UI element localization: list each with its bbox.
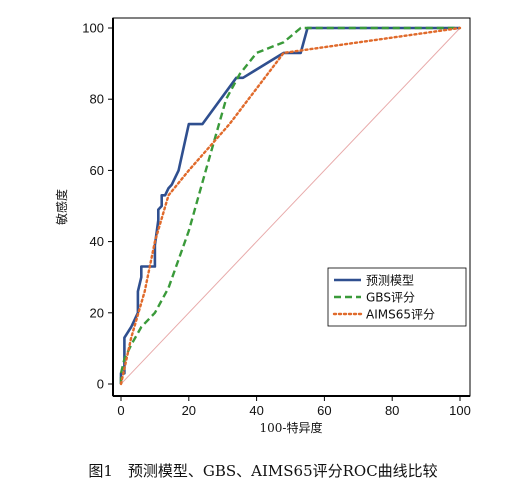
y-tick-label: 100	[82, 21, 104, 36]
axes	[112, 18, 470, 397]
plot-frame	[112, 17, 471, 397]
x-axis-title: 100-特异度	[260, 420, 323, 435]
y-tick-label: 0	[97, 377, 104, 392]
y-tick-label: 80	[90, 92, 104, 107]
legend-label-1: 预测模型	[366, 274, 414, 288]
ticks: 0 20 40 60 80 100 0 20 40 60 80 100	[82, 21, 471, 419]
y-tick-label: 40	[90, 234, 104, 249]
x-tick-label: 80	[385, 403, 399, 418]
legend: 预测模型 GBS评分 AIMS65评分	[327, 267, 467, 327]
y-axis-title: 敏感度	[54, 189, 69, 225]
series-line-3	[119, 26, 462, 386]
legend-label-2: GBS评分	[366, 291, 415, 305]
series-line-2	[119, 26, 460, 384]
x-tick-label: 0	[117, 403, 124, 418]
y-tick-label: 20	[90, 305, 104, 320]
y-tick-label: 60	[90, 163, 104, 178]
x-tick-label: 60	[317, 403, 331, 418]
series-line-1	[119, 26, 460, 384]
x-tick-label: 20	[182, 403, 196, 418]
reference-diagonal-line	[120, 27, 461, 385]
x-tick-label: 100	[449, 403, 471, 418]
roc-chart: 0 20 40 60 80 100 0 20 40 60 80 100 100-特异度 敏感度 预测模…	[54, 17, 471, 435]
figure-caption: 图1 预测模型、GBS、AIMS65评分ROC曲线比较	[88, 462, 438, 480]
x-tick-label: 40	[249, 403, 263, 418]
legend-label-3: AIMS65评分	[366, 308, 435, 322]
plot-area	[119, 26, 462, 386]
